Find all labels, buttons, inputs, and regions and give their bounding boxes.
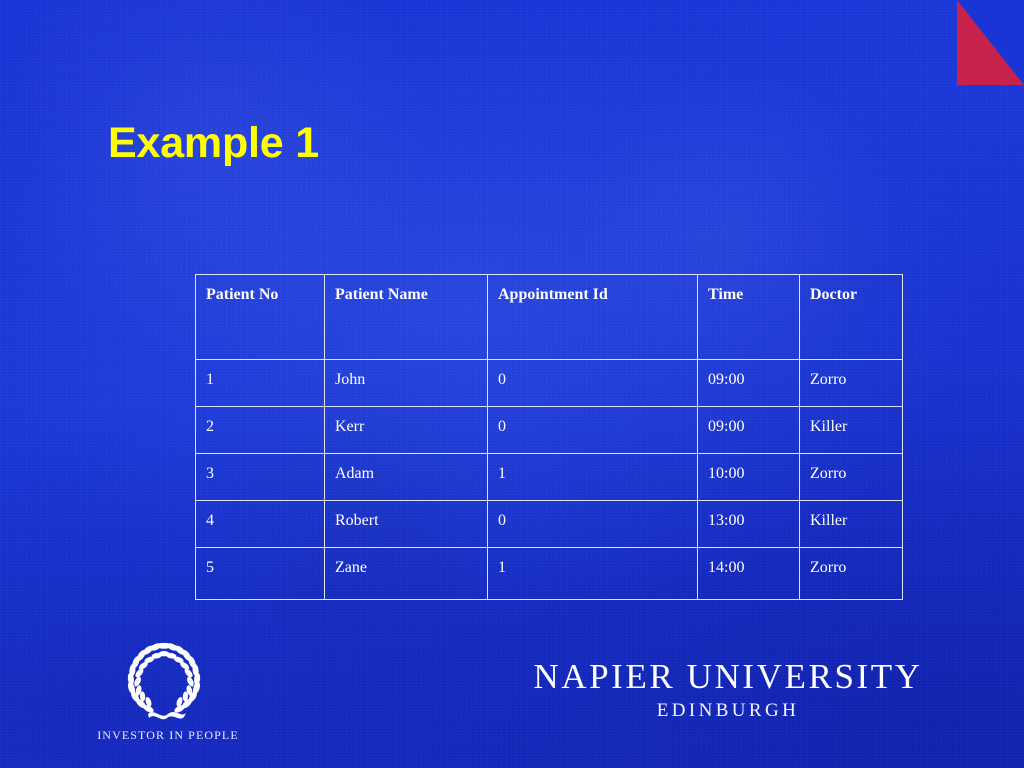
cell-patient-no: 4 <box>195 500 325 548</box>
cell-doctor: Killer <box>799 500 903 548</box>
cell-patient-no: 1 <box>195 359 325 407</box>
table-row: 2 Kerr 0 09:00 Killer <box>195 406 903 454</box>
laurel-wreath-icon <box>127 642 201 720</box>
investor-in-people-logo: INVESTOR IN PEOPLE <box>88 638 248 750</box>
cell-time: 10:00 <box>697 453 800 501</box>
corner-triangle-decoration <box>938 0 1024 86</box>
table-row: 4 Robert 0 13:00 Killer <box>195 500 903 548</box>
table-header-row: Patient No Patient Name Appointment Id T… <box>195 274 903 360</box>
page-title: Example 1 <box>108 119 319 167</box>
cell-patient-name: Zane <box>324 547 488 600</box>
column-header-doctor: Doctor <box>799 274 903 360</box>
table-row: 1 John 0 09:00 Zorro <box>195 359 903 407</box>
column-header-time: Time <box>697 274 800 360</box>
cell-time: 09:00 <box>697 359 800 407</box>
triangle-icon <box>957 0 1024 85</box>
cell-appointment-id: 0 <box>487 500 698 548</box>
cell-time: 14:00 <box>697 547 800 600</box>
cell-patient-name: Kerr <box>324 406 488 454</box>
cell-appointment-id: 1 <box>487 547 698 600</box>
napier-university-city: EDINBURGH <box>656 700 800 721</box>
cell-doctor: Zorro <box>799 547 903 600</box>
cell-time: 13:00 <box>697 500 800 548</box>
cell-appointment-id: 1 <box>487 453 698 501</box>
table-row: 5 Zane 1 14:00 Zorro <box>195 547 903 600</box>
cell-appointment-id: 0 <box>487 406 698 454</box>
table-row: 3 Adam 1 10:00 Zorro <box>195 453 903 501</box>
column-header-patient-name: Patient Name <box>324 274 488 360</box>
column-header-patient-no: Patient No <box>195 274 325 360</box>
patient-appointments-table: Patient No Patient Name Appointment Id T… <box>195 274 903 600</box>
napier-university-name: NAPIER UNIVERSITY <box>533 657 923 696</box>
column-header-appointment-id: Appointment Id <box>487 274 698 360</box>
cell-doctor: Killer <box>799 406 903 454</box>
cell-time: 09:00 <box>697 406 800 454</box>
cell-patient-no: 2 <box>195 406 325 454</box>
iip-caption-text: INVESTOR IN PEOPLE <box>97 728 239 742</box>
cell-doctor: Zorro <box>799 359 903 407</box>
cell-doctor: Zorro <box>799 453 903 501</box>
cell-patient-no: 5 <box>195 547 325 600</box>
cell-appointment-id: 0 <box>487 359 698 407</box>
cell-patient-name: Robert <box>324 500 488 548</box>
cell-patient-name: Adam <box>324 453 488 501</box>
cell-patient-no: 3 <box>195 453 325 501</box>
napier-university-logo: NAPIER UNIVERSITY EDINBURGH <box>512 658 944 730</box>
cell-patient-name: John <box>324 359 488 407</box>
